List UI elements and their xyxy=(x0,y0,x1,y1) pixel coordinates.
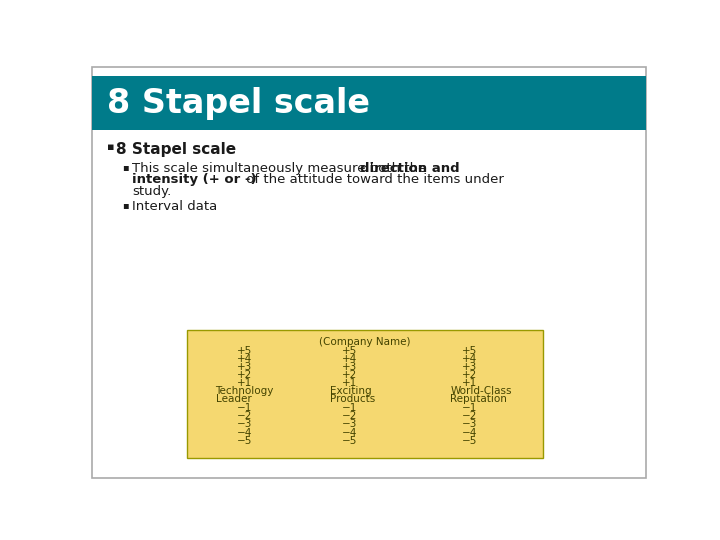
Text: −4: −4 xyxy=(238,428,253,437)
Text: −4: −4 xyxy=(342,428,357,437)
Text: −2: −2 xyxy=(462,411,477,421)
Text: −4: −4 xyxy=(462,428,477,437)
Text: This scale simultaneously measure both the: This scale simultaneously measure both t… xyxy=(132,162,431,175)
Text: +1: +1 xyxy=(238,378,253,388)
Text: −3: −3 xyxy=(462,420,477,429)
Text: −3: −3 xyxy=(342,420,357,429)
Text: +2: +2 xyxy=(462,370,477,380)
Text: −1: −1 xyxy=(462,403,477,413)
Text: +3: +3 xyxy=(462,362,477,372)
Text: ▪: ▪ xyxy=(122,200,129,210)
Text: +5: +5 xyxy=(342,346,357,356)
Text: Exciting: Exciting xyxy=(330,386,372,396)
Text: +1: +1 xyxy=(462,378,477,388)
Text: +1: +1 xyxy=(342,378,357,388)
Text: World-Class: World-Class xyxy=(451,386,512,396)
Text: +3: +3 xyxy=(342,362,357,372)
Text: +5: +5 xyxy=(462,346,477,356)
Text: −5: −5 xyxy=(342,436,357,446)
Text: +4: +4 xyxy=(238,354,253,364)
FancyBboxPatch shape xyxy=(187,330,544,457)
Text: study.: study. xyxy=(132,185,171,198)
Text: Technology: Technology xyxy=(215,386,274,396)
Text: +5: +5 xyxy=(238,346,253,356)
Text: −2: −2 xyxy=(238,411,253,421)
Text: Leader: Leader xyxy=(215,394,251,404)
Text: +4: +4 xyxy=(462,354,477,364)
Text: 8 Stapel scale: 8 Stapel scale xyxy=(107,87,370,120)
Text: −2: −2 xyxy=(342,411,357,421)
Text: Interval data: Interval data xyxy=(132,200,217,213)
Text: of the attitude toward the items under: of the attitude toward the items under xyxy=(243,173,504,186)
Text: +2: +2 xyxy=(238,370,253,380)
FancyBboxPatch shape xyxy=(92,76,646,130)
Text: Reputation: Reputation xyxy=(451,394,508,404)
Text: ▪: ▪ xyxy=(107,142,114,152)
Text: (Company Name): (Company Name) xyxy=(320,336,411,347)
Text: +3: +3 xyxy=(238,362,253,372)
Text: −3: −3 xyxy=(238,420,253,429)
Text: ▪: ▪ xyxy=(122,162,129,172)
Text: −5: −5 xyxy=(238,436,253,446)
Text: intensity (+ or -): intensity (+ or -) xyxy=(132,173,256,186)
Text: +4: +4 xyxy=(342,354,357,364)
Text: Products: Products xyxy=(330,394,376,404)
Text: −1: −1 xyxy=(238,403,253,413)
Text: +2: +2 xyxy=(342,370,357,380)
Text: direction and: direction and xyxy=(361,162,460,175)
Text: −5: −5 xyxy=(462,436,477,446)
FancyBboxPatch shape xyxy=(92,67,646,478)
Text: −1: −1 xyxy=(342,403,357,413)
Text: 8 Stapel scale: 8 Stapel scale xyxy=(117,142,236,157)
